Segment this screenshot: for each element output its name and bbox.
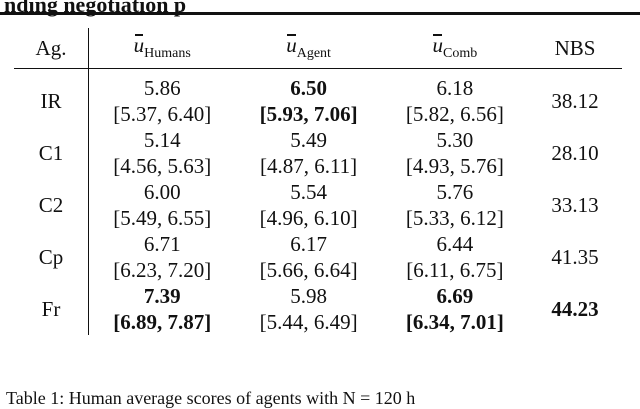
header-u-comb: uComb <box>381 28 528 69</box>
humans-ci: [4.56, 5.63] <box>113 154 212 178</box>
table-row: C2 6.00 5.54 5.76 33.13 <box>14 179 622 231</box>
comb-mean: 5.30 <box>436 128 474 152</box>
agent-mean: 5.49 <box>290 128 327 152</box>
comb-mean: 5.76 <box>436 180 474 204</box>
header-agent: Ag. <box>14 28 89 69</box>
nbs-cell: 41.35 <box>551 245 599 269</box>
humans-mean: 7.39 <box>143 284 181 308</box>
table-row: Cp 6.71 6.17 6.44 41.35 <box>14 231 622 283</box>
nbs-cell: 28.10 <box>551 141 599 165</box>
table-row: IR 5.86 6.50 6.18 38.12 <box>14 68 622 127</box>
comb-ci: [5.33, 6.12] <box>405 206 504 230</box>
nbs-cell: 44.23 <box>551 297 599 321</box>
agent-ci: [4.96, 6.10] <box>259 206 358 230</box>
u-bar-symbol: u <box>432 33 443 58</box>
header-u-humans: uHumans <box>88 28 236 69</box>
header-u-agent: uAgent <box>235 28 382 69</box>
humans-ci: [6.23, 7.20] <box>113 258 212 282</box>
header-agent-sub: Agent <box>296 46 331 62</box>
table-row-ci: [6.89, 7.87] [5.44, 6.49] [6.34, 7.01] <box>14 309 622 335</box>
agent-mean: 5.54 <box>290 180 327 204</box>
header-humans-sub: Humans <box>144 46 191 62</box>
results-table: Ag. uHumans uAgent uComb NBS IR 5.86 6.5… <box>14 28 622 335</box>
top-rule <box>0 12 640 15</box>
humans-ci: [5.49, 6.55] <box>113 206 212 230</box>
table-row-ci: [5.49, 6.55] [4.96, 6.10] [5.33, 6.12] <box>14 205 622 231</box>
table-caption: Table 1: Human average scores of agents … <box>6 388 416 408</box>
comb-mean: 6.69 <box>436 284 474 308</box>
table-row-ci: [5.37, 6.40] [5.93, 7.06] [5.82, 6.56] <box>14 101 622 127</box>
humans-mean: 5.14 <box>143 128 181 152</box>
agent-cell: Cp <box>14 231 89 283</box>
agent-mean: 5.98 <box>290 284 327 308</box>
table-row-ci: [6.23, 7.20] [5.66, 6.64] [6.11, 6.75] <box>14 257 622 283</box>
u-bar-symbol: u <box>286 33 297 58</box>
header-comb-sub: Comb <box>442 46 478 62</box>
comb-ci: [5.82, 6.56] <box>405 102 504 126</box>
table-row: Fr 7.39 5.98 6.69 44.23 <box>14 283 622 335</box>
agent-ci: [4.87, 6.11] <box>259 154 358 178</box>
comb-ci: [6.11, 6.75] <box>406 258 504 282</box>
agent-mean: 6.17 <box>290 232 327 256</box>
comb-mean: 6.44 <box>436 232 474 256</box>
comb-ci: [4.93, 5.76] <box>405 154 504 178</box>
comb-ci: [6.34, 7.01] <box>405 310 504 334</box>
cropped-caption-above: nding negotiation p <box>4 0 187 17</box>
humans-mean: 6.71 <box>143 232 181 256</box>
humans-mean: 6.00 <box>143 180 181 204</box>
agent-cell: IR <box>14 68 89 127</box>
table-row: C1 5.14 5.49 5.30 28.10 <box>14 127 622 179</box>
agent-mean: 6.50 <box>290 76 327 100</box>
agent-ci: [5.93, 7.06] <box>259 102 358 126</box>
humans-mean: 5.86 <box>143 76 181 100</box>
agent-cell: C1 <box>14 127 89 179</box>
humans-ci: [6.89, 7.87] <box>113 310 212 334</box>
agent-ci: [5.44, 6.49] <box>259 310 358 334</box>
agent-ci: [5.66, 6.64] <box>259 258 358 282</box>
nbs-cell: 38.12 <box>551 89 599 113</box>
nbs-cell: 33.13 <box>551 193 599 217</box>
comb-mean: 6.18 <box>436 76 474 100</box>
header-nbs: NBS <box>528 28 622 69</box>
table-row-ci: [4.56, 5.63] [4.87, 6.11] [4.93, 5.76] <box>14 153 622 179</box>
agent-cell: Fr <box>14 283 89 335</box>
agent-cell: C2 <box>14 179 89 231</box>
header-row: Ag. uHumans uAgent uComb NBS <box>14 28 622 69</box>
u-bar-symbol: u <box>133 33 145 58</box>
humans-ci: [5.37, 6.40] <box>113 102 212 126</box>
